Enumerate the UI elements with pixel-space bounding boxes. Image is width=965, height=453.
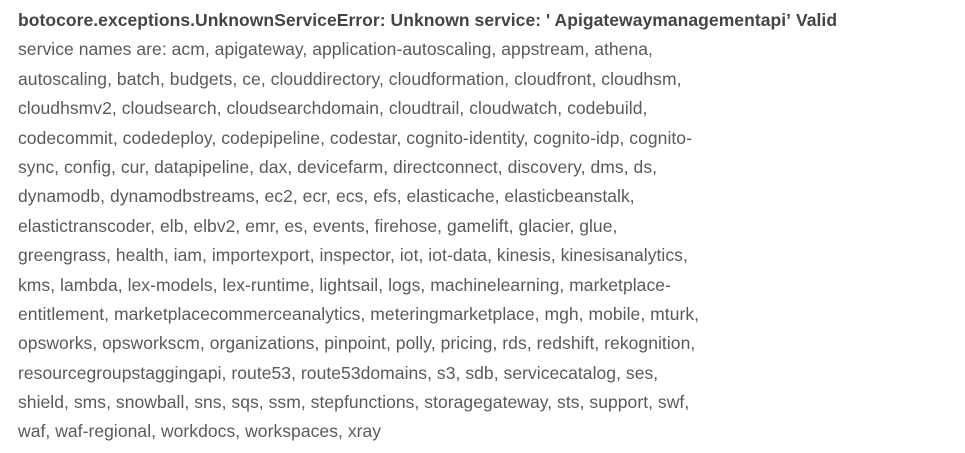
- service-list-line: greengrass, health, iam, importexport, i…: [18, 245, 688, 266]
- service-list-line: service names are: acm, apigateway, appl…: [18, 39, 653, 60]
- service-list-line: autoscaling, batch, budgets, ce, clouddi…: [18, 68, 682, 89]
- service-list-line: elastictranscoder, elb, elbv2, emr, es, …: [18, 215, 618, 236]
- valid-word: Valid: [795, 10, 838, 30]
- unknown-service-name: Apigatewaymanagementapi’: [550, 10, 792, 30]
- exception-prefix: botocore.exceptions.UnknownServiceError:…: [18, 10, 551, 30]
- service-list-line: resourcegroupstaggingapi, route53, route…: [18, 362, 659, 383]
- error-message: botocore.exceptions.UnknownServiceError:…: [18, 6, 958, 447]
- service-list-line: kms, lambda, lex-models, lex-runtime, li…: [18, 274, 671, 295]
- error-header-line: botocore.exceptions.UnknownServiceError:…: [18, 6, 958, 35]
- service-list-line: waf, waf-regional, workdocs, workspaces,…: [18, 421, 382, 442]
- service-list-line: opsworks, opsworkscm, organizations, pin…: [18, 333, 696, 354]
- service-list-line: dynamodb, dynamodbstreams, ec2, ecr, ecs…: [18, 186, 635, 207]
- service-list-line: cloudhsmv2, cloudsearch, cloudsearchdoma…: [18, 98, 648, 119]
- service-list-line: entitlement, marketplacecommerceanalytic…: [18, 303, 700, 324]
- service-list-line: shield, sms, snowball, sns, sqs, ssm, st…: [18, 392, 690, 413]
- service-list-line: sync, config, cur, datapipeline, dax, de…: [18, 156, 658, 177]
- service-list-line: codecommit, codedeploy, codepipeline, co…: [18, 127, 692, 148]
